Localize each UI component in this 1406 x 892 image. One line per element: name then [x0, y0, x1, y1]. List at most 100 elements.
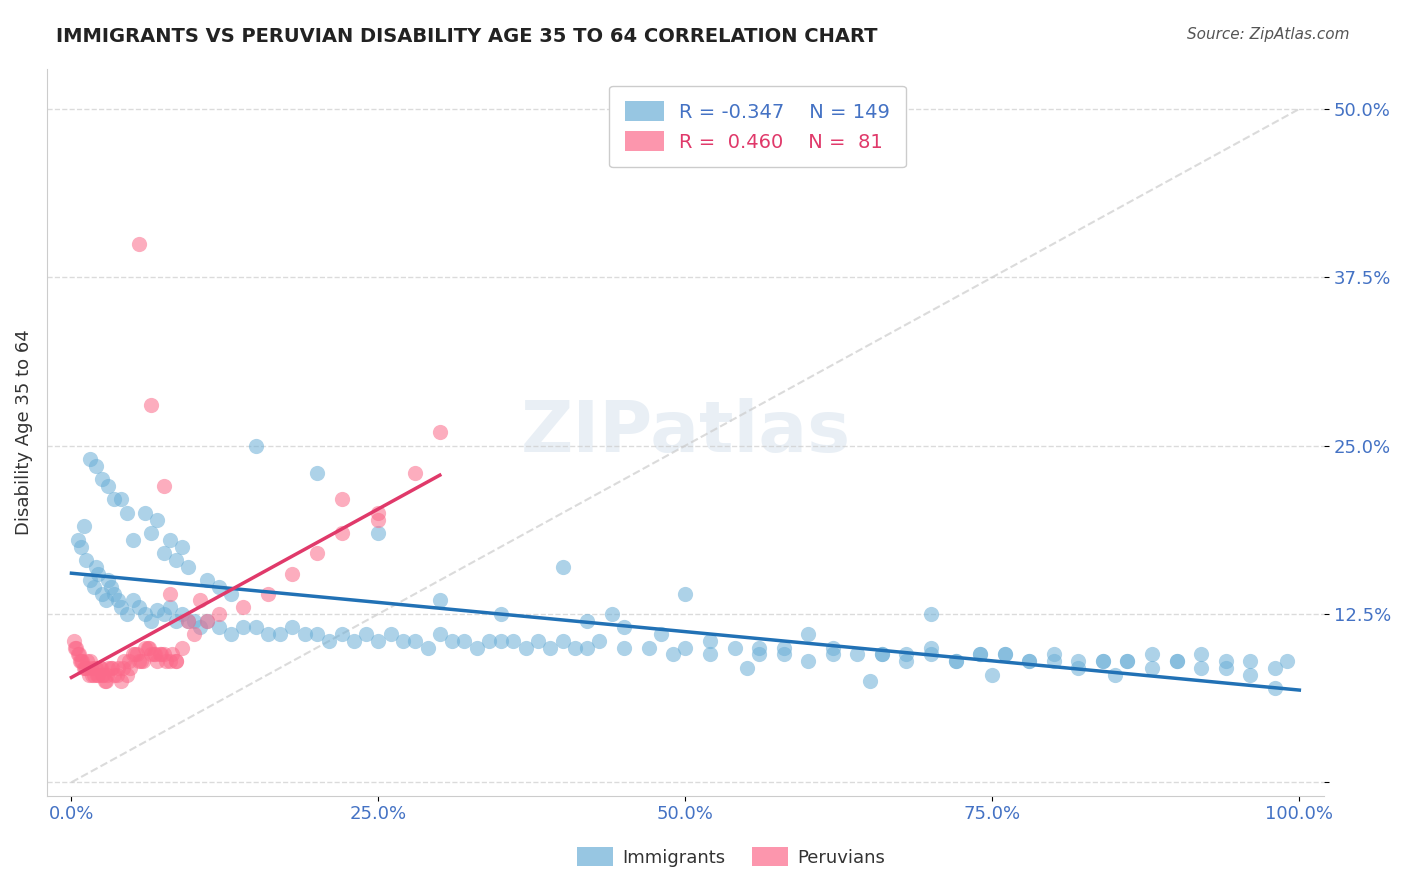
Immigrants	[75, 553, 97, 567]
Immigrants	[699, 648, 721, 662]
Immigrants	[190, 620, 212, 634]
Immigrants	[1189, 648, 1212, 662]
Immigrants	[994, 648, 1017, 662]
Immigrants	[453, 633, 475, 648]
Peruvians	[305, 546, 328, 560]
Immigrants	[257, 627, 280, 641]
Peruvians	[160, 648, 183, 662]
Immigrants	[1166, 654, 1188, 668]
Peruvians	[232, 600, 254, 615]
Immigrants	[380, 627, 402, 641]
Peruvians	[208, 607, 231, 621]
Immigrants	[502, 633, 524, 648]
Peruvians	[131, 654, 153, 668]
Peruvians	[404, 466, 426, 480]
Immigrants	[489, 607, 512, 621]
Immigrants	[330, 627, 353, 641]
Peruvians	[183, 627, 205, 641]
Immigrants	[152, 546, 174, 560]
Immigrants	[1215, 654, 1237, 668]
Peruvians	[152, 648, 174, 662]
Peruvians	[195, 614, 218, 628]
Peruvians	[86, 667, 108, 681]
Peruvians	[149, 648, 172, 662]
Immigrants	[1018, 654, 1040, 668]
Peruvians	[367, 513, 389, 527]
Immigrants	[1042, 648, 1064, 662]
Immigrants	[576, 614, 599, 628]
Immigrants	[141, 526, 163, 541]
Legend: Immigrants, Peruvians: Immigrants, Peruvians	[569, 840, 893, 874]
Immigrants	[79, 574, 101, 588]
Peruvians	[73, 661, 96, 675]
Peruvians	[105, 667, 128, 681]
Immigrants	[637, 640, 659, 655]
Immigrants	[232, 620, 254, 634]
Immigrants	[748, 640, 770, 655]
Peruvians	[170, 640, 193, 655]
Immigrants	[134, 607, 156, 621]
Immigrants	[269, 627, 291, 641]
Immigrants	[94, 593, 117, 607]
Immigrants	[245, 439, 267, 453]
Immigrants	[110, 492, 132, 507]
Peruvians	[72, 654, 94, 668]
Immigrants	[478, 633, 501, 648]
Peruvians	[77, 667, 100, 681]
Immigrants	[920, 648, 942, 662]
Immigrants	[177, 614, 200, 628]
Immigrants	[115, 506, 138, 520]
Peruvians	[367, 506, 389, 520]
Peruvians	[143, 648, 166, 662]
Immigrants	[107, 593, 129, 607]
Immigrants	[772, 640, 794, 655]
Peruvians	[67, 648, 90, 662]
Peruvians	[128, 236, 150, 251]
Peruvians	[63, 640, 86, 655]
Immigrants	[551, 633, 574, 648]
Immigrants	[748, 648, 770, 662]
Immigrants	[576, 640, 599, 655]
Immigrants	[73, 519, 96, 533]
Peruvians	[118, 654, 141, 668]
Immigrants	[134, 506, 156, 520]
Immigrants	[896, 648, 918, 662]
Peruvians	[330, 492, 353, 507]
Text: ZIPatlas: ZIPatlas	[520, 398, 851, 467]
Immigrants	[797, 654, 820, 668]
Immigrants	[870, 648, 893, 662]
Peruvians	[281, 566, 304, 581]
Immigrants	[121, 593, 143, 607]
Immigrants	[87, 566, 110, 581]
Peruvians	[141, 648, 163, 662]
Immigrants	[1166, 654, 1188, 668]
Immigrants	[183, 614, 205, 628]
Immigrants	[103, 492, 125, 507]
Peruvians	[75, 661, 97, 675]
Immigrants	[110, 600, 132, 615]
Peruvians	[91, 667, 114, 681]
Immigrants	[97, 574, 120, 588]
Immigrants	[208, 620, 231, 634]
Immigrants	[195, 614, 218, 628]
Immigrants	[858, 674, 880, 689]
Immigrants	[404, 633, 426, 648]
Immigrants	[515, 640, 537, 655]
Immigrants	[195, 574, 218, 588]
Peruvians	[124, 648, 146, 662]
Peruvians	[125, 648, 148, 662]
Immigrants	[920, 640, 942, 655]
Peruvians	[66, 648, 89, 662]
Immigrants	[527, 633, 550, 648]
Peruvians	[257, 587, 280, 601]
Peruvians	[80, 661, 103, 675]
Immigrants	[121, 533, 143, 547]
Immigrants	[600, 607, 623, 621]
Immigrants	[1091, 654, 1114, 668]
Immigrants	[723, 640, 745, 655]
Immigrants	[1067, 654, 1090, 668]
Immigrants	[97, 479, 120, 493]
Immigrants	[1116, 654, 1139, 668]
Peruvians	[177, 614, 200, 628]
Immigrants	[1042, 654, 1064, 668]
